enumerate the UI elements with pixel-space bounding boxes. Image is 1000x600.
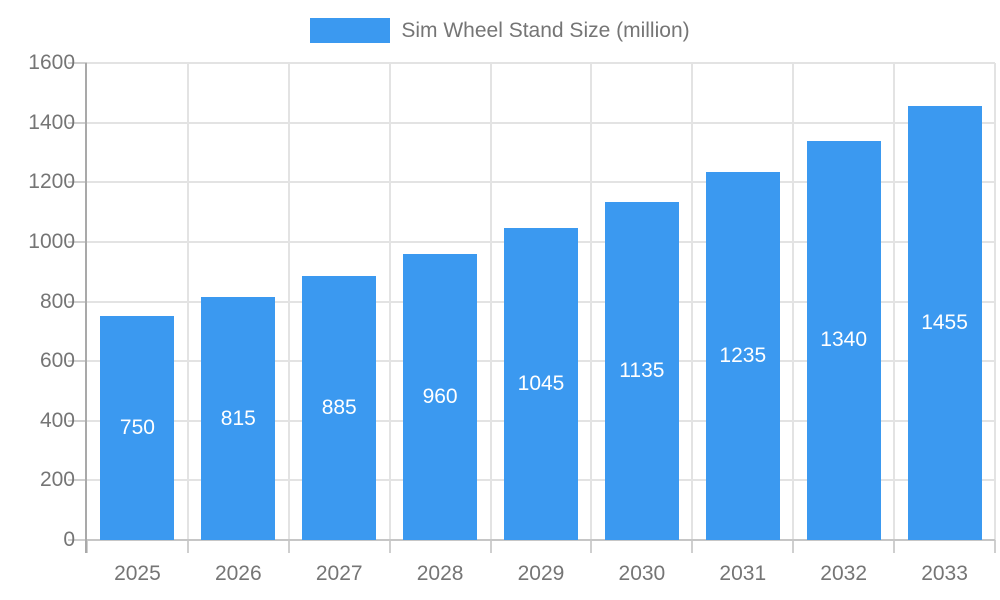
x-axis-tick	[691, 540, 694, 553]
x-gridline	[186, 63, 189, 540]
y-axis-tick	[68, 419, 87, 422]
legend-label: Sim Wheel Stand Size (million)	[401, 19, 690, 42]
y-axis-tick-label: 1400	[28, 110, 75, 134]
y-axis-tick-label: 1600	[28, 51, 75, 74]
x-axis-tick	[893, 540, 896, 553]
bar-2028[interactable]	[403, 253, 478, 540]
x-axis-tick-label: 2030	[618, 562, 666, 585]
bar-2032[interactable]	[806, 140, 881, 540]
x-axis-tick	[994, 540, 996, 553]
x-gridline	[994, 63, 996, 540]
x-gridline	[893, 63, 896, 540]
x-axis-tick	[186, 540, 189, 553]
x-gridline	[388, 63, 391, 540]
x-axis-tick	[489, 540, 492, 553]
y-axis-tick	[68, 539, 87, 541]
bar-2025[interactable]	[100, 316, 175, 540]
x-axis-tick	[86, 540, 88, 553]
x-gridline	[590, 63, 593, 540]
y-axis-tick-label: 1000	[28, 229, 75, 253]
x-gridline	[792, 63, 795, 540]
x-axis-line	[87, 539, 995, 541]
bar-2026[interactable]	[201, 297, 276, 540]
x-axis-tick	[792, 540, 795, 553]
y-axis-tick-label: 1200	[28, 170, 75, 194]
x-axis-tick-label: 2027	[315, 562, 363, 585]
bar-2031[interactable]	[705, 171, 780, 540]
y-gridline	[87, 62, 995, 64]
x-axis-tick	[287, 540, 290, 553]
y-axis-tick-label: 0	[63, 528, 75, 551]
bar-2030[interactable]	[604, 201, 679, 540]
y-axis-tick	[68, 121, 87, 124]
x-axis-tick-label: 2025	[114, 562, 161, 585]
legend[interactable]: Sim Wheel Stand Size (million)	[0, 17, 1000, 44]
y-axis-tick	[68, 479, 87, 482]
y-axis-tick-label: 800	[39, 289, 75, 313]
x-axis-tick-label: 2026	[214, 562, 262, 585]
x-gridline	[489, 63, 492, 540]
y-axis-tick	[68, 62, 87, 64]
x-gridline	[287, 63, 290, 540]
x-axis-tick-label: 2032	[820, 562, 868, 585]
x-axis-tick	[388, 540, 391, 553]
y-axis-tick	[68, 240, 87, 243]
y-axis-tick	[68, 181, 87, 184]
bar-2027[interactable]	[302, 276, 377, 540]
bar-2029[interactable]	[504, 228, 578, 540]
bar-2033[interactable]	[907, 106, 982, 540]
y-axis-tick-label: 200	[39, 468, 75, 492]
y-gridline	[87, 121, 995, 124]
x-axis-tick-label: 2033	[921, 562, 968, 585]
x-axis-tick-label: 2029	[517, 562, 565, 585]
x-axis-tick-label: 2031	[719, 562, 767, 585]
y-axis-tick-label: 600	[39, 349, 75, 373]
y-axis-tick	[68, 300, 87, 303]
y-gridline	[87, 181, 995, 184]
y-axis-tick-label: 400	[39, 408, 75, 432]
legend-swatch[interactable]	[310, 18, 391, 43]
x-axis-tick	[590, 540, 593, 553]
x-gridline	[691, 63, 694, 540]
y-axis-line	[85, 63, 87, 553]
x-axis-tick-label: 2028	[416, 562, 464, 585]
y-axis-tick	[68, 360, 87, 363]
